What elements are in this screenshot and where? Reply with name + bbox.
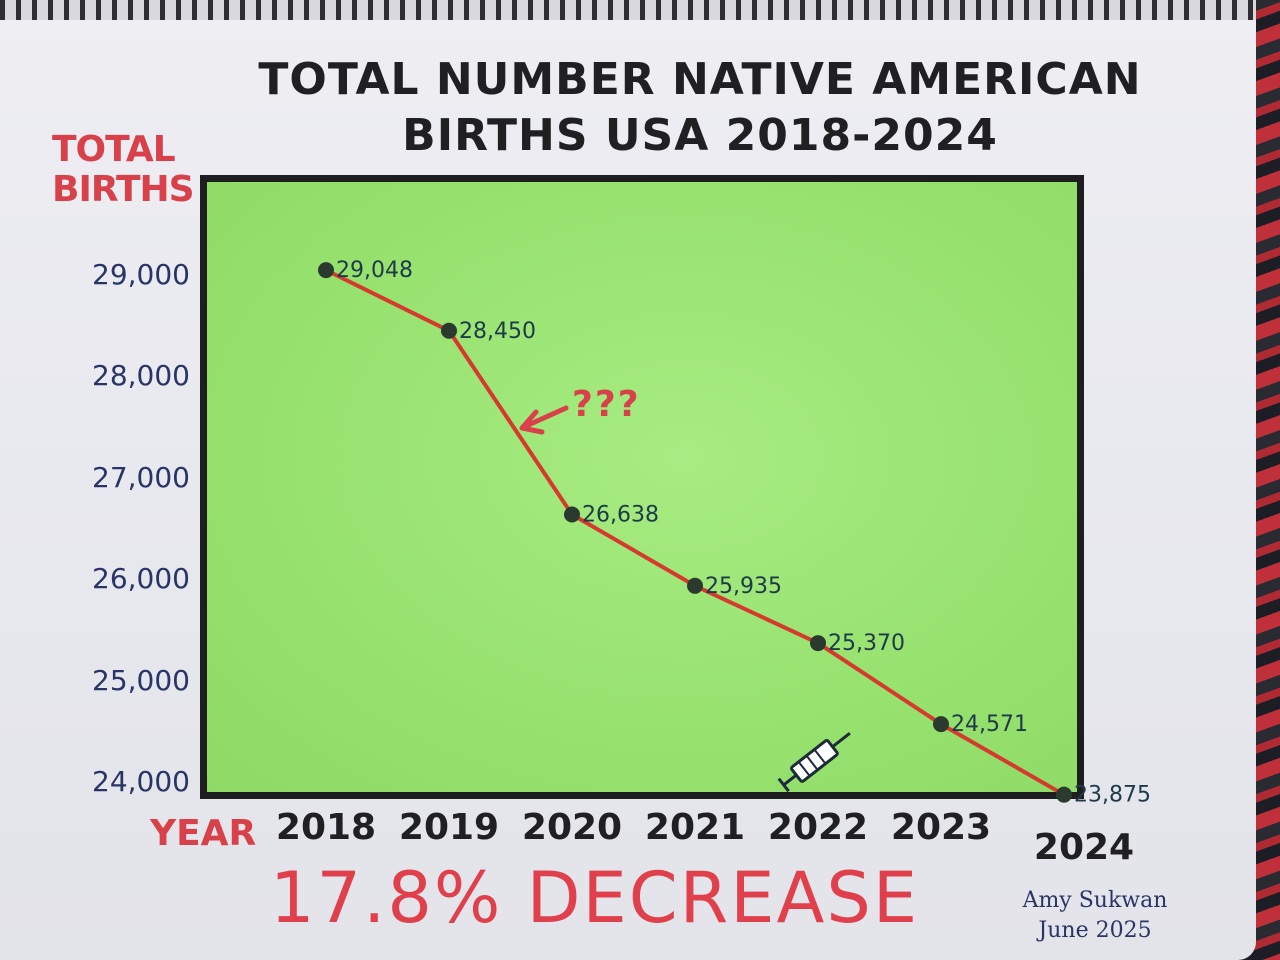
data-point [687,577,703,594]
data-label: 29,048 [336,258,413,283]
y-tick-label: 25,000 [92,663,190,697]
data-label: 25,935 [705,574,782,599]
data-point [318,262,334,279]
data-point [810,635,826,652]
data-points-layer [318,262,1072,803]
y-axis-label: TOTAL BIRTHS [52,129,195,210]
x-tick-label: 2023 [890,807,992,848]
x-tick-label: 2020 [521,807,623,848]
x-tick-label: 2024 [1033,827,1135,868]
data-label: 25,370 [828,631,905,656]
data-labels-layer: 29,048 28,450 26,638 25,935 25,370 24,571 23,8… [336,258,1151,808]
author-name: Amy Sukwan [1022,888,1168,913]
data-label: 26,638 [582,503,659,528]
x-axis-label: YEAR [150,813,257,854]
data-point [1056,786,1072,803]
data-label: 28,450 [459,319,536,344]
syringe-icon [777,732,851,793]
y-tick-label: 24,000 [92,765,190,798]
arrow-icon [519,405,569,435]
data-point [564,506,580,523]
signature-date: June 2025 [1038,918,1152,943]
question-annotation: ??? [572,384,641,425]
chart-title: TOTAL NUMBER NATIVE AMERICAN BIRTHS USA … [258,54,1142,161]
y-tick-label: 27,000 [92,460,190,494]
x-tick-label: 2021 [644,807,746,848]
y-tick-label: 26,000 [92,562,190,596]
decrease-headline: 17.8% DECREASE [270,857,920,939]
data-label: 24,571 [951,712,1028,737]
y-tick-label: 28,000 [92,359,190,393]
data-point [441,322,457,339]
x-tick-label: 2019 [398,807,500,848]
x-tick-label: 2018 [275,807,377,848]
x-tick-label: 2022 [767,807,869,848]
spiral-binding [0,0,1256,20]
data-label: 23,875 [1074,783,1151,808]
data-point [933,716,949,733]
signature: Amy Sukwan June 2025 [990,886,1200,946]
y-tick-label: 29,000 [92,258,190,291]
